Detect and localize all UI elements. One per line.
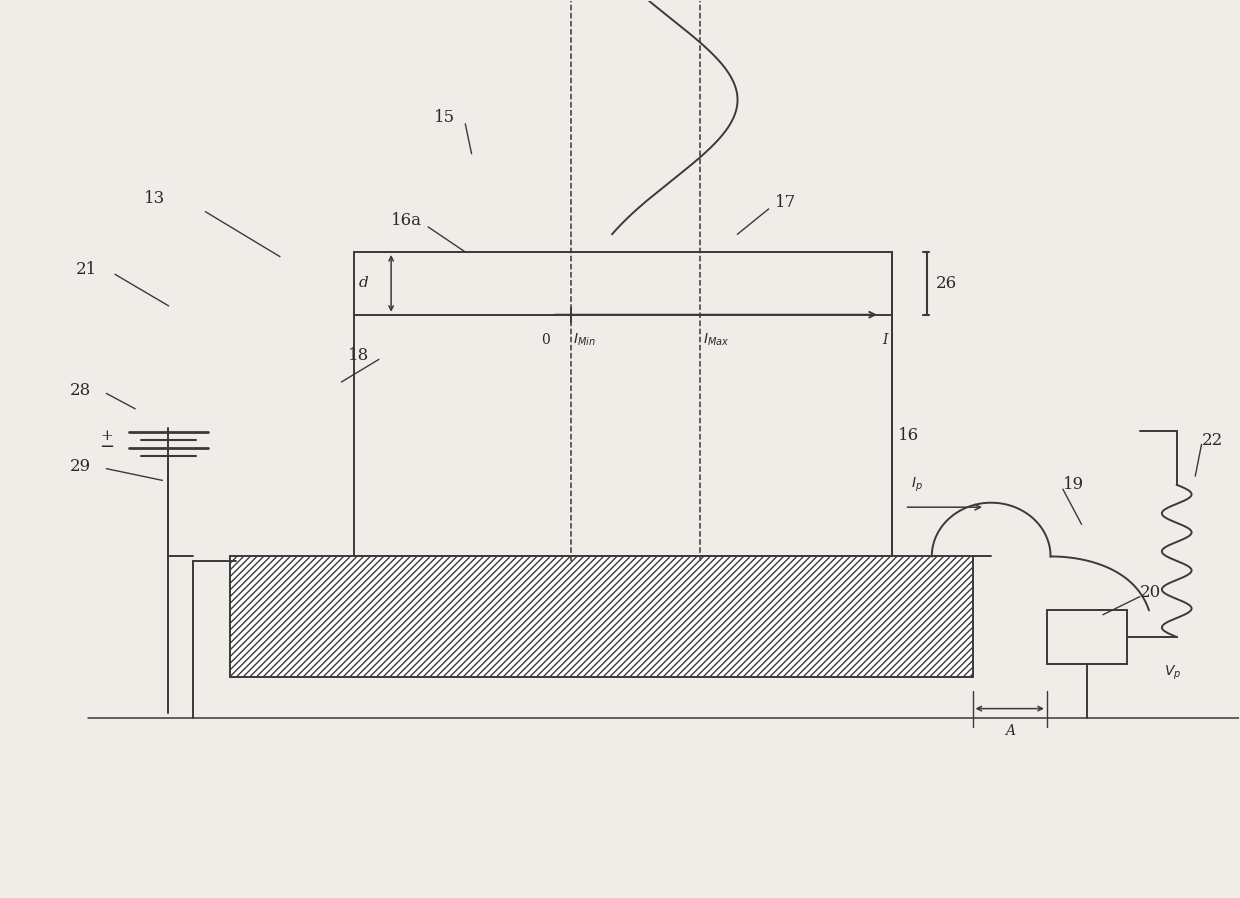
Text: 0: 0 bbox=[542, 333, 551, 347]
Text: 16: 16 bbox=[898, 427, 920, 445]
Text: 16a: 16a bbox=[391, 212, 422, 229]
Text: 13: 13 bbox=[144, 189, 165, 207]
Text: 22: 22 bbox=[1202, 432, 1223, 448]
Text: 15: 15 bbox=[434, 110, 455, 127]
Text: 28: 28 bbox=[69, 383, 91, 400]
Text: $V_p$: $V_p$ bbox=[1164, 664, 1182, 682]
Text: A: A bbox=[1004, 724, 1014, 738]
Text: 26: 26 bbox=[935, 275, 956, 292]
Text: +: + bbox=[100, 429, 113, 444]
Bar bbox=[1047, 610, 1127, 664]
Text: $I_{Min}$: $I_{Min}$ bbox=[573, 331, 595, 348]
Text: 17: 17 bbox=[775, 194, 796, 211]
Text: $I_p$: $I_p$ bbox=[910, 476, 923, 494]
Text: 20: 20 bbox=[1140, 584, 1161, 601]
Text: 19: 19 bbox=[1063, 476, 1084, 493]
Text: d: d bbox=[360, 277, 368, 290]
Text: $-$: $-$ bbox=[99, 436, 114, 454]
Bar bbox=[231, 557, 972, 677]
Text: 18: 18 bbox=[347, 347, 370, 364]
Text: $I_{Max}$: $I_{Max}$ bbox=[703, 331, 729, 348]
Bar bbox=[353, 252, 893, 557]
Text: I: I bbox=[883, 333, 888, 347]
Text: 21: 21 bbox=[76, 261, 97, 278]
Text: 29: 29 bbox=[69, 458, 91, 475]
